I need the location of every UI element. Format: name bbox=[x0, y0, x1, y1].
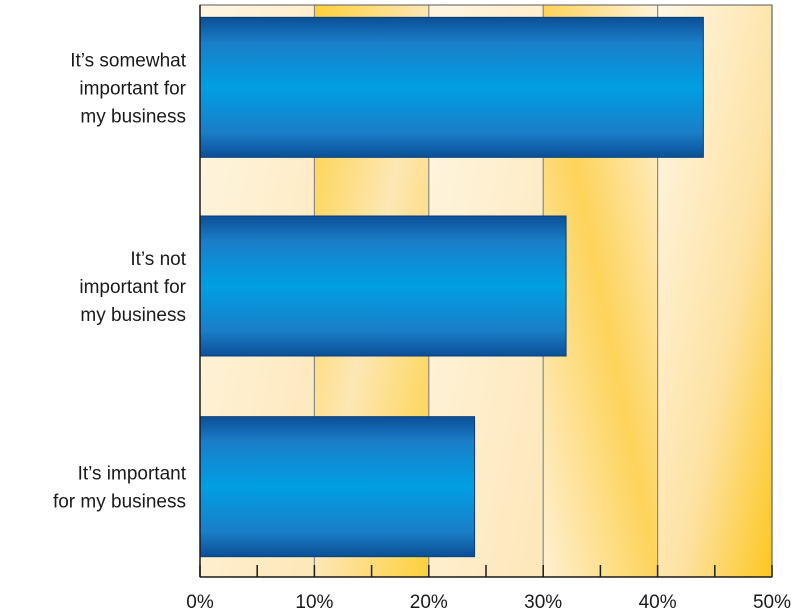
x-tick-label: 20% bbox=[410, 592, 448, 613]
category-label-line: It’s important bbox=[78, 464, 187, 485]
x-tick-label: 0% bbox=[186, 592, 214, 613]
category-label-line: for my business bbox=[53, 492, 186, 513]
category-label-line: It’s somewhat bbox=[70, 50, 187, 71]
category-labels: It’s somewhat important for my businessIt’… bbox=[53, 50, 187, 512]
x-tick-label: 40% bbox=[639, 592, 677, 613]
x-tick-label: 30% bbox=[524, 592, 562, 613]
x-axis: 0% 10% 20% 30% 40% 50% bbox=[186, 4, 791, 613]
bars bbox=[199, 16, 704, 558]
category-label: It’s not important for my business bbox=[79, 249, 186, 326]
x-tick-label: 50% bbox=[753, 592, 791, 613]
category-label-line: my business bbox=[80, 305, 186, 326]
category-label: It’s important for my business bbox=[53, 464, 187, 513]
category-label-line: It’s not bbox=[130, 249, 186, 270]
category-label: It’s somewhat important for my business bbox=[70, 50, 187, 127]
x-tick-label: 10% bbox=[295, 592, 333, 613]
category-label-line: important for bbox=[79, 78, 186, 99]
bar bbox=[199, 16, 704, 158]
bar bbox=[199, 416, 476, 558]
category-label-line: my business bbox=[80, 106, 186, 127]
category-label-line: important for bbox=[79, 277, 186, 298]
bar bbox=[199, 215, 567, 357]
